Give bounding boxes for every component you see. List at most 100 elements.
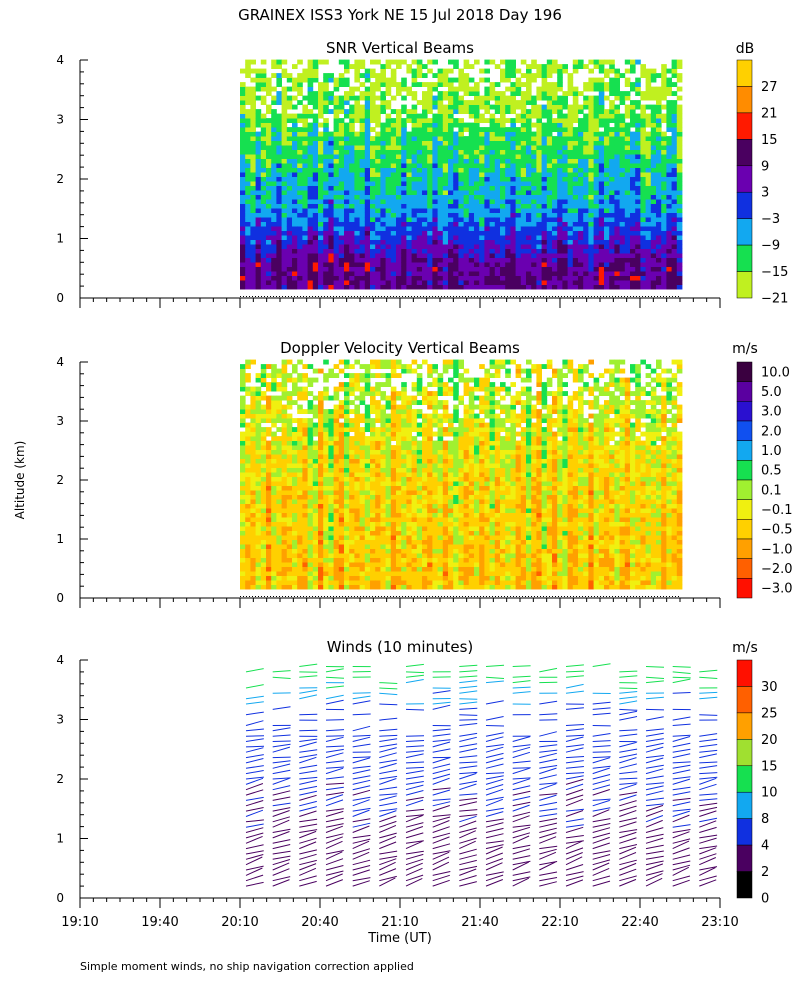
- heatmap-cell: [250, 158, 256, 164]
- heatmap-cell: [292, 494, 298, 500]
- heatmap-cell: [359, 149, 366, 155]
- heatmap-cell: [437, 95, 444, 101]
- heatmap-cell: [630, 104, 636, 110]
- heatmap-cell: [302, 104, 308, 110]
- heatmap-cell: [349, 271, 355, 276]
- heatmap-cell: [250, 86, 256, 92]
- heatmap-cell: [557, 194, 563, 200]
- heatmap-cell: [567, 235, 574, 240]
- heatmap-cell: [312, 131, 319, 137]
- heatmap-cell: [463, 199, 470, 204]
- heatmap-cell: [676, 113, 683, 119]
- heatmap-cell: [526, 167, 532, 173]
- heatmap-cell: [593, 275, 600, 281]
- heatmap-cell: [645, 118, 652, 123]
- heatmap-cell: [255, 427, 262, 432]
- heatmap-cell: [276, 584, 282, 590]
- heatmap-cell: [359, 181, 366, 186]
- heatmap-cell: [552, 257, 558, 263]
- heatmap-cell: [255, 217, 262, 222]
- heatmap-cell: [297, 199, 303, 204]
- heatmap-cell: [411, 190, 418, 195]
- heatmap-cell: [359, 109, 366, 114]
- heatmap-cell: [240, 253, 246, 258]
- heatmap-cell: [666, 275, 672, 281]
- heatmap-cell: [656, 131, 662, 137]
- heatmap-cell: [271, 154, 277, 159]
- heatmap-cell: [344, 239, 350, 245]
- heatmap-cell: [364, 122, 371, 128]
- heatmap-cell: [541, 86, 548, 92]
- heatmap-cell: [661, 248, 667, 254]
- heatmap-cell: [286, 77, 293, 83]
- heatmap-cell: [463, 271, 470, 276]
- heatmap-cell: [312, 485, 319, 491]
- heatmap-cell: [515, 185, 522, 191]
- heatmap-cell: [260, 476, 267, 482]
- heatmap-cell: [463, 185, 470, 191]
- heatmap-cell: [541, 239, 548, 245]
- heatmap-cell: [349, 266, 355, 272]
- heatmap-cell: [598, 109, 605, 114]
- heatmap-cell: [364, 235, 371, 240]
- heatmap-cell: [364, 104, 371, 110]
- heatmap-cell: [255, 230, 262, 236]
- heatmap-cell: [484, 149, 490, 155]
- heatmap-cell: [619, 158, 626, 164]
- heatmap-cell: [630, 122, 636, 128]
- heatmap-cell: [354, 104, 360, 110]
- heatmap-cell: [416, 172, 423, 177]
- heatmap-cell: [406, 64, 412, 69]
- heatmap-cell: [271, 512, 277, 518]
- heatmap-cell: [609, 64, 615, 69]
- heatmap-cell: [479, 68, 485, 74]
- heatmap-cell: [484, 212, 490, 218]
- heatmap-cell: [650, 118, 657, 123]
- heatmap-cell: [515, 253, 522, 258]
- heatmap-cell: [338, 136, 345, 141]
- heatmap-cell: [614, 212, 620, 218]
- heatmap-cell: [245, 149, 251, 155]
- heatmap-cell: [609, 253, 615, 258]
- heatmap-cell: [406, 172, 412, 177]
- heatmap-cell: [411, 203, 418, 209]
- heatmap-cell: [489, 122, 496, 128]
- heatmap-cell: [635, 199, 641, 204]
- heatmap-cell: [396, 190, 402, 195]
- heatmap-cell: [380, 271, 386, 276]
- heatmap-cell: [260, 368, 267, 374]
- heatmap-cell: [661, 244, 667, 249]
- heatmap-cell: [661, 275, 667, 281]
- heatmap-cell: [349, 154, 355, 159]
- heatmap-cell: [359, 239, 366, 245]
- heatmap-cell: [583, 64, 589, 69]
- heatmap-cell: [240, 248, 246, 254]
- heatmap-cell: [442, 109, 449, 114]
- heatmap-cell: [484, 91, 490, 96]
- heatmap-cell: [494, 158, 501, 164]
- heatmap-cell: [442, 77, 449, 83]
- heatmap-cell: [552, 280, 558, 285]
- heatmap-cell: [583, 104, 589, 110]
- heatmap-cell: [349, 244, 355, 249]
- heatmap-cell: [406, 235, 412, 240]
- heatmap-cell: [411, 253, 418, 258]
- heatmap-cell: [380, 131, 386, 137]
- heatmap-cell: [255, 467, 262, 473]
- heatmap-cell: [302, 109, 308, 114]
- heatmap-cell: [286, 494, 293, 500]
- heatmap-cell: [489, 163, 496, 168]
- heatmap-cell: [598, 181, 605, 186]
- heatmap-cell: [406, 118, 412, 123]
- heatmap-cell: [266, 364, 272, 369]
- heatmap-cell: [531, 95, 537, 101]
- heatmap-cell: [250, 445, 256, 450]
- heatmap-cell: [364, 131, 371, 137]
- heatmap-cell: [312, 77, 319, 83]
- heatmap-cell: [453, 280, 459, 285]
- heatmap-cell: [489, 253, 496, 258]
- heatmap-cell: [609, 145, 615, 150]
- heatmap-cell: [557, 131, 563, 137]
- heatmap-cell: [583, 167, 589, 173]
- heatmap-cell: [494, 185, 501, 191]
